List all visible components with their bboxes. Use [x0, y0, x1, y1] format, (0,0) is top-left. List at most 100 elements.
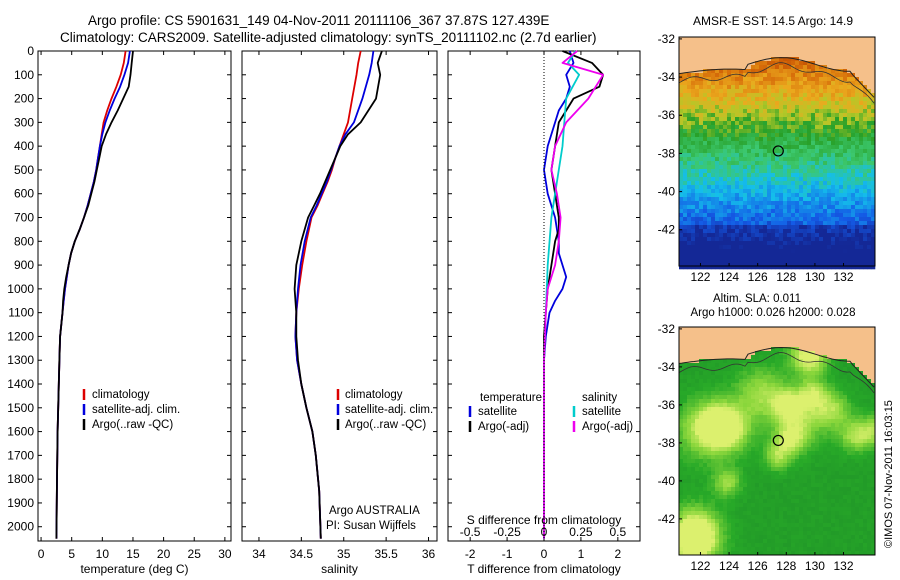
x-tick-label: -1 [502, 547, 513, 561]
legend-label: climatology [345, 389, 403, 401]
legend-label: Argo(-adj) [478, 421, 529, 433]
map-x-tick-label: 132 [834, 270, 854, 284]
argo-center-label: Argo AUSTRALIA [329, 505, 420, 517]
x-tick-label: 20 [157, 547, 171, 561]
x-axis-label: T difference from climatology [467, 562, 621, 576]
plot-title-line2: Climatology: CARS2009. Satellite-adjuste… [60, 30, 597, 45]
legend-label: satellite [478, 406, 517, 418]
legend-label: satellite-adj. clim. [345, 404, 433, 416]
map-x-tick-label: 130 [805, 559, 825, 573]
x-tick-label: 0 [541, 547, 548, 561]
map-y-tick-label: -34 [658, 70, 676, 84]
y-tick-label: 2000 [7, 520, 34, 534]
x-tick-label: 1 [578, 547, 585, 561]
temperature-axes-frame [37, 50, 232, 542]
map-x-tick-label: 126 [748, 559, 768, 573]
y-tick-label: 900 [14, 258, 34, 272]
map-y-tick-label: -34 [658, 360, 676, 374]
x-tick-label-salinity: -0.25 [493, 525, 521, 539]
map-y-tick-label: -40 [658, 185, 676, 199]
sst-map-title: AMSR-E SST: 14.5 Argo: 14.9 [693, 14, 853, 28]
argo-position-marker [772, 434, 784, 447]
y-tick-label: 200 [14, 92, 34, 106]
series-line-argo-adj--salinity [543, 50, 604, 539]
y-tick-label: 1300 [7, 353, 34, 367]
legend-title-salinity: salinity [582, 392, 617, 404]
shelf-contour [678, 62, 875, 104]
y-tick-label: 1700 [7, 448, 34, 462]
x-tick-label: 34.5 [290, 547, 314, 561]
sst_map-image [679, 37, 876, 270]
x-tick-label: 36 [422, 547, 436, 561]
x-tick-label: 10 [96, 547, 110, 561]
map-x-tick-label: 128 [776, 270, 796, 284]
legend-label: climatology [92, 389, 150, 401]
x-tick-label: 5 [68, 547, 75, 561]
x-tick-label-salinity: 0.5 [610, 525, 627, 539]
sla_map-image [679, 327, 876, 556]
x-tick-label: 15 [126, 547, 140, 561]
sla-map-title-line1: Altim. SLA: 0.011 [713, 293, 801, 305]
map-x-tick-label: 132 [834, 559, 854, 573]
map-x-tick-label: 130 [805, 270, 825, 284]
map-x-tick-label: 122 [690, 559, 710, 573]
x-tick-label-salinity: -0.5 [460, 525, 481, 539]
series-line-argo-raw-qc- [55, 50, 134, 539]
map-x-tick-label: 124 [719, 559, 739, 573]
map-y-tick-label: -40 [658, 474, 676, 488]
legend-label: Argo(..raw -QC) [345, 419, 426, 431]
argo-position-marker [772, 145, 784, 157]
x-axis-label: salinity [321, 562, 358, 576]
y-tick-label: 600 [14, 187, 34, 201]
x-tick-label: 34 [252, 547, 266, 561]
map-y-tick-label: -42 [658, 223, 676, 237]
coastline [678, 346, 875, 388]
map-x-tick-label: 124 [719, 270, 739, 284]
x-tick-label-salinity: 0 [541, 525, 548, 539]
map-y-tick-label: -38 [658, 146, 676, 160]
y-tick-label: 300 [14, 115, 34, 129]
legend-label: satellite [582, 406, 621, 418]
legend-label: satellite-adj. clim. [92, 404, 180, 416]
sla-map-title-line2: Argo h1000: 0.026 h2000: 0.028 [691, 307, 856, 319]
series-line-argo-raw-qc- [293, 50, 383, 539]
y-tick-label: 0 [27, 44, 34, 58]
map-y-tick-label: -32 [658, 32, 676, 46]
map-x-tick-label: 126 [748, 270, 768, 284]
pi-label: PI: Susan Wijffels [326, 520, 416, 532]
y-tick-label: 1100 [8, 306, 34, 320]
map-y-tick-label: -42 [658, 512, 676, 526]
x-tick-label: 0 [38, 547, 45, 561]
y-tick-label: 1000 [7, 282, 34, 296]
legend-label: Argo(-adj) [582, 421, 633, 433]
x-tick-label-salinity: 0.25 [569, 525, 593, 539]
shelf-contour [678, 352, 875, 394]
y-tick-label: 1900 [7, 496, 34, 510]
sst_map-frame [678, 36, 876, 267]
y-tick-label: 1200 [7, 329, 34, 343]
y-tick-label: 1600 [7, 425, 34, 439]
legend-label: Argo(..raw -QC) [92, 419, 173, 431]
y-tick-label: 1400 [7, 377, 34, 391]
map-y-tick-label: -36 [658, 108, 676, 122]
y-tick-label: 700 [14, 211, 34, 225]
x-tick-label: 30 [218, 547, 232, 561]
map-x-tick-label: 122 [690, 270, 710, 284]
y-tick-label: 500 [14, 163, 34, 177]
x-tick-label: 2 [615, 547, 622, 561]
legend-title-temperature: temperature [480, 392, 542, 404]
coastline [678, 57, 875, 98]
x-axis-label-salinity: S difference from climatology [467, 513, 622, 527]
x-tick-label: -2 [465, 547, 476, 561]
plot-title-line1: Argo profile: CS 5901631_149 04-Nov-2011… [88, 13, 550, 28]
x-tick-label: 25 [188, 547, 202, 561]
y-tick-label: 1500 [7, 401, 34, 415]
x-tick-label: 35.5 [374, 547, 398, 561]
y-tick-label: 100 [14, 68, 34, 82]
y-tick-label: 400 [14, 139, 34, 153]
x-tick-label: 35 [337, 547, 351, 561]
y-tick-label: 1800 [7, 472, 34, 486]
map-y-tick-label: -36 [658, 398, 676, 412]
x-axis-label: temperature (deg C) [80, 562, 188, 576]
map-y-tick-label: -32 [658, 322, 676, 336]
